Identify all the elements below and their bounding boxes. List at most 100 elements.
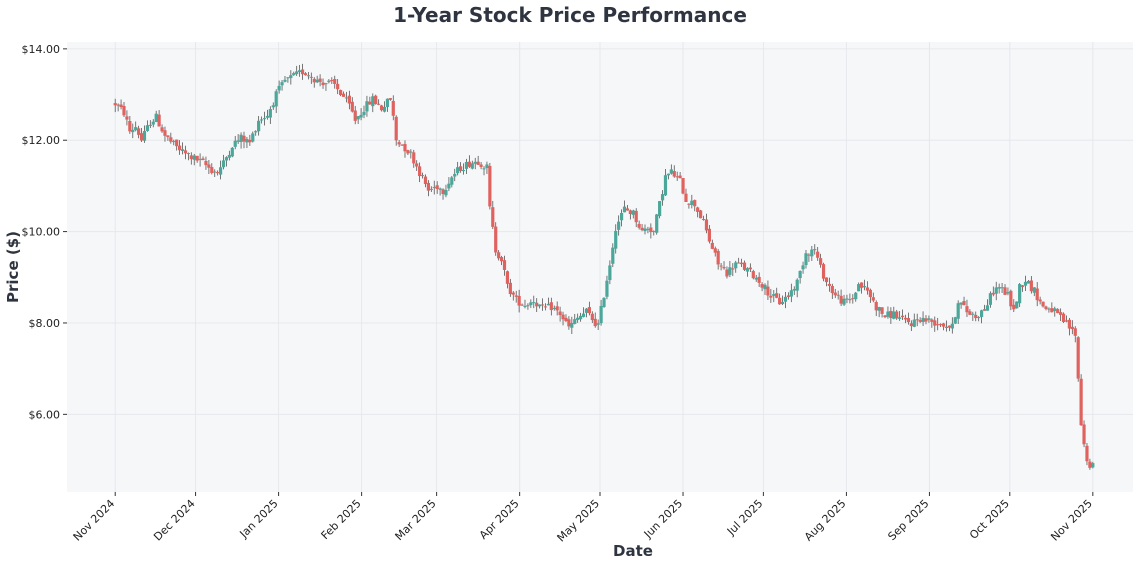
candle-body: [1079, 378, 1083, 426]
candle-body: [403, 143, 407, 152]
candle-body: [412, 152, 416, 164]
candle-body: [1073, 328, 1077, 336]
candle-body: [965, 306, 969, 313]
candle-body: [277, 85, 281, 91]
candle-body: [1064, 320, 1069, 322]
candle-body: [151, 121, 155, 125]
candle-body: [561, 314, 565, 320]
candle-body: [119, 104, 123, 108]
candle-body: [567, 319, 571, 327]
candle-body: [898, 317, 902, 319]
candle-body: [944, 326, 949, 328]
candle-body: [924, 318, 928, 322]
candle-body: [535, 302, 539, 307]
candle-body: [1056, 309, 1060, 314]
candle-body: [461, 169, 466, 172]
candle-body: [271, 105, 275, 108]
y-tick-label: $8.00: [29, 317, 61, 330]
candle-body: [596, 323, 600, 325]
candle-body: [353, 110, 357, 121]
candle-body: [693, 200, 697, 207]
candle-body: [526, 305, 530, 307]
candle-body: [675, 176, 679, 178]
candle-body: [464, 161, 469, 169]
candle-body: [713, 248, 717, 253]
x-tick-label: Nov 2024: [71, 497, 118, 544]
candle-body: [505, 271, 510, 284]
candle-body: [751, 271, 755, 279]
candle-body: [734, 262, 738, 269]
candle-body: [780, 301, 785, 305]
y-tick-label: $10.00: [22, 226, 61, 239]
candle-body: [660, 194, 665, 201]
candle-body: [292, 73, 296, 76]
candle-body: [148, 124, 152, 126]
candle-body: [649, 227, 653, 233]
candle-body: [213, 171, 217, 173]
candle-body: [142, 131, 147, 141]
candle-body: [757, 276, 761, 283]
candle-body: [699, 210, 703, 219]
candle-body: [338, 89, 343, 95]
candle-body: [128, 121, 132, 132]
candle-body: [391, 100, 395, 116]
grid-lines: [67, 42, 1133, 492]
candle-body: [344, 97, 349, 99]
x-axis: Nov 2024 Dec 2024 Jan 2025 Feb 2025 Mar 2025…: [71, 492, 1095, 544]
candle-body: [233, 140, 237, 147]
candle-body: [207, 164, 211, 168]
candle-body: [145, 125, 150, 131]
candle-body: [178, 145, 182, 151]
candle-body: [371, 96, 375, 107]
x-tick-label: Nov 2025: [1048, 497, 1095, 544]
candle-body: [517, 295, 521, 306]
x-tick-label: Sep 2025: [885, 497, 931, 543]
candle-body: [435, 185, 439, 189]
candle-body: [988, 293, 992, 305]
candle-body: [230, 147, 234, 157]
y-tick-label: $6.00: [29, 408, 61, 421]
candle-body: [198, 158, 202, 160]
candle-body: [1029, 280, 1033, 292]
candle-body: [362, 111, 366, 116]
candle-body: [303, 73, 308, 76]
candle-body: [239, 134, 243, 142]
candle-body: [125, 116, 129, 120]
candle-body: [956, 303, 960, 319]
candle-body: [1012, 304, 1016, 310]
candle-body: [742, 262, 747, 270]
candle-body: [1091, 463, 1095, 468]
candle-body: [368, 101, 372, 105]
candle-body: [242, 135, 246, 142]
candle-body: [415, 163, 419, 167]
y-axis: $6.00 $8.00 $10.00 $12.00 $14.00: [22, 43, 67, 421]
candle-body: [488, 166, 492, 207]
candle-body: [236, 140, 240, 142]
candle-body: [807, 254, 811, 256]
candle-body: [611, 247, 615, 264]
candle-body: [766, 286, 770, 296]
candle-body: [947, 325, 952, 328]
candle-body: [936, 324, 940, 326]
candle-body: [1038, 299, 1042, 302]
candle-body: [116, 104, 120, 106]
candle-body: [157, 114, 161, 127]
candle-body: [552, 307, 556, 309]
x-tick-label: Aug 2025: [802, 497, 849, 544]
candle-body: [857, 284, 861, 292]
candle-body: [602, 297, 606, 307]
candle-body: [210, 167, 214, 173]
candle-body: [333, 79, 337, 84]
candle-body: [183, 150, 188, 154]
candle-body: [543, 306, 548, 308]
candle-body: [772, 294, 776, 296]
candle-body: [382, 106, 387, 112]
candle-body: [426, 182, 430, 191]
candle-body: [962, 300, 966, 306]
candle-body: [918, 320, 922, 322]
candle-body: [1041, 301, 1045, 307]
candle-body: [189, 155, 193, 160]
candle-body: [997, 287, 1001, 289]
candle-body: [418, 166, 422, 177]
candle-body: [789, 290, 793, 297]
